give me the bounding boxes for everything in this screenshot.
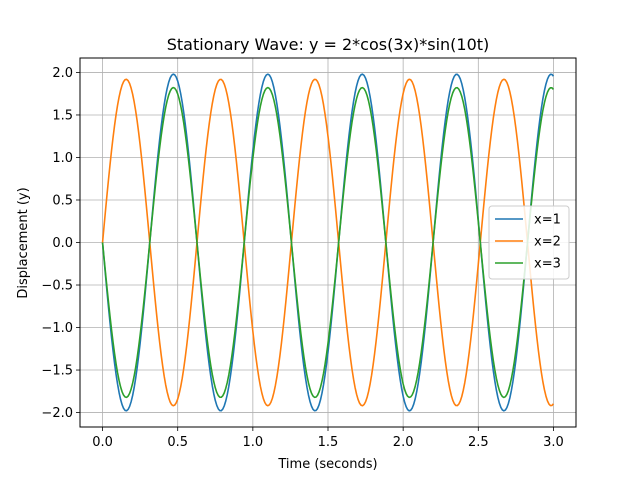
y-tick-label: −0.5 <box>41 279 73 294</box>
legend-box <box>488 205 570 280</box>
x-tick-label: 2.5 <box>468 435 489 450</box>
chart-title: Stationary Wave: y = 2*cos(3x)*sin(10t) <box>167 35 490 54</box>
x-tick-label: 0.5 <box>167 435 188 450</box>
series-line-x-3 <box>101 86 555 399</box>
series-line-x-2 <box>101 78 555 407</box>
y-tick-label: 2.0 <box>52 66 73 81</box>
y-tick-label: 0.5 <box>52 193 73 208</box>
legend: x=1 x=2 x=3 <box>488 205 570 280</box>
legend-label: x=1 <box>534 213 561 228</box>
x-tick-label: 3.0 <box>543 435 564 450</box>
axis-ticks: 0.0 0.5 1.0 1.5 2.0 2.5 3.0 −2.0 −1.5 −1.0 −0.5 0.0… <box>41 66 563 450</box>
legend-label: x=2 <box>534 235 561 250</box>
legend-label: x=3 <box>534 257 561 272</box>
y-tick-label: 0.0 <box>52 236 73 251</box>
y-tick-label: −1.5 <box>41 364 73 379</box>
y-tick-label: −2.0 <box>41 406 73 421</box>
x-tick-label: 2.0 <box>393 435 414 450</box>
x-tick-label: 1.0 <box>243 435 264 450</box>
y-tick-label: 1.5 <box>52 108 73 123</box>
x-tick-label: 0.0 <box>92 435 113 450</box>
x-axis-label: Time (seconds) <box>277 457 377 472</box>
plot-series <box>101 73 555 412</box>
y-tick-label: −1.0 <box>41 321 73 336</box>
x-tick-label: 1.5 <box>318 435 339 450</box>
y-axis-label: Displacement (y) <box>16 187 31 298</box>
y-tick-label: 1.0 <box>52 151 73 166</box>
